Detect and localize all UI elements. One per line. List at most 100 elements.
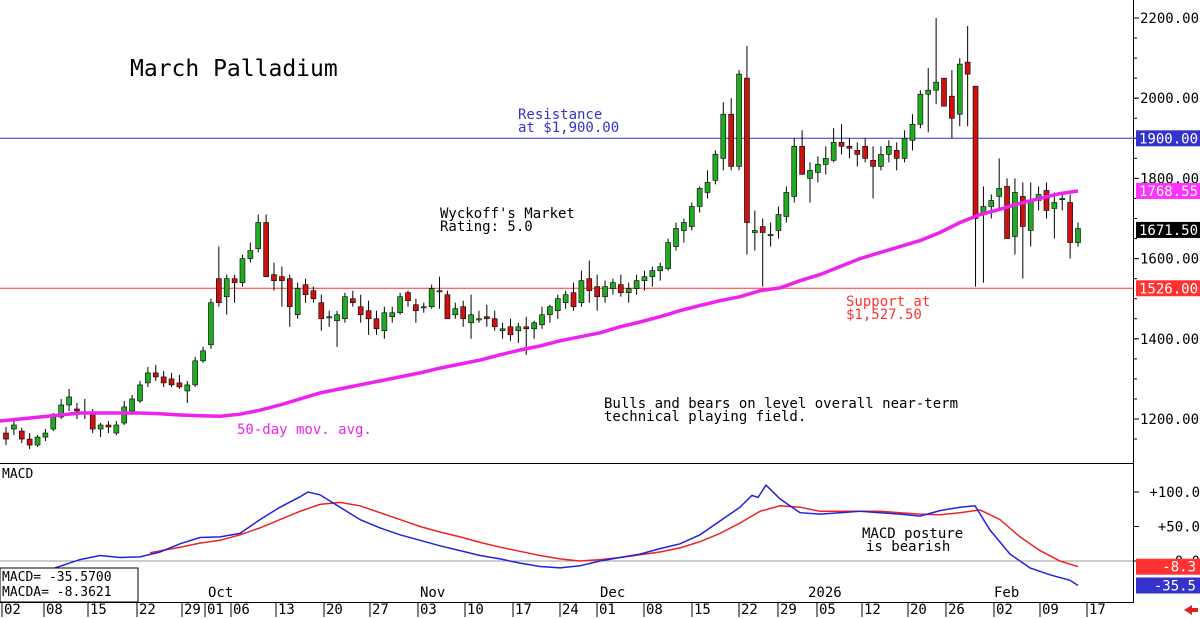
candle-body (476, 318, 482, 321)
candle (310, 286, 317, 303)
candle (350, 290, 356, 307)
x-day-label: 29 (780, 602, 797, 618)
candle (1020, 182, 1026, 279)
x-day-label: 01 (207, 602, 224, 618)
candle-body (365, 310, 372, 320)
candle-body (34, 436, 41, 446)
candle-body (18, 430, 25, 440)
candle-body (507, 326, 514, 336)
candle-body (949, 95, 955, 119)
candle-body (58, 404, 64, 418)
candle-body (452, 308, 459, 316)
x-month-label: Feb (994, 585, 1019, 601)
candle-body (720, 113, 727, 159)
candle (744, 46, 750, 255)
candle-body (184, 384, 191, 392)
x-day-label: 27 (372, 602, 389, 618)
candle (728, 98, 734, 171)
candle (231, 274, 238, 303)
candle-body (531, 322, 537, 330)
candle-body (854, 150, 861, 155)
candle-body (397, 296, 403, 314)
candle (389, 306, 396, 323)
candle-body (247, 250, 254, 259)
candle-body (499, 328, 506, 332)
candle-body (1020, 196, 1026, 227)
candle (1075, 222, 1081, 247)
macd-tag-label: -8.3 (1162, 560, 1196, 576)
x-day-label: 05 (819, 602, 836, 618)
candle-body (1051, 202, 1058, 209)
candle (499, 322, 506, 339)
candle (720, 102, 727, 171)
candle (886, 140, 892, 163)
candle (775, 206, 782, 239)
candle-body (1067, 202, 1073, 243)
macd-line (54, 483, 1079, 587)
candle (334, 310, 340, 347)
candle-body (145, 372, 151, 384)
candle (547, 304, 553, 323)
macd-annotation-1: MACD posture (862, 526, 963, 542)
candle (74, 402, 80, 419)
x-day-label: 20 (326, 602, 343, 618)
candle (610, 278, 616, 295)
x-axis: 02 08 15 22 29 01 06 13 20 27 03 10 17 24 01 08 15 22 29 05… (1, 585, 1106, 618)
x-day-label: 17 (1089, 602, 1106, 618)
x-month-label: Nov (420, 585, 445, 601)
candle-body (231, 278, 238, 283)
candle-body (586, 278, 593, 291)
candle (830, 128, 837, 163)
resistance-line-1: Resistance (518, 107, 602, 123)
candle (878, 146, 884, 171)
candle (996, 158, 1002, 211)
candle (255, 214, 262, 253)
candle-body (389, 312, 396, 318)
candle (476, 310, 482, 323)
candle-body (192, 360, 198, 386)
candle (342, 292, 348, 323)
candle (145, 366, 151, 387)
candle-body (444, 294, 451, 320)
candle-body (562, 294, 569, 304)
candle-body (807, 170, 813, 179)
ma-label: 50-day mov. avg. (237, 422, 372, 438)
candle (484, 304, 490, 327)
candle (105, 421, 112, 434)
candle (870, 146, 876, 199)
candle-body (160, 376, 167, 384)
support-annotation: Support at $1,527.50 (846, 294, 939, 323)
x-day-label: 29 (184, 602, 201, 618)
candle (26, 433, 33, 450)
candle (783, 186, 790, 223)
price-panel: March Palladium Resistance at $1,900.00 … (0, 18, 1134, 450)
candlesticks (3, 18, 1081, 450)
candle-body (468, 314, 474, 324)
candle (200, 346, 206, 363)
candle (3, 427, 9, 446)
ma50-line (0, 189, 1079, 423)
candle (531, 320, 537, 339)
candle-body (66, 396, 72, 406)
candle (972, 85, 979, 287)
candle-body (350, 298, 356, 304)
x-day-label: 12 (864, 602, 881, 618)
candle (318, 294, 325, 331)
candle-body (744, 77, 750, 223)
candle-body (846, 146, 853, 149)
price-tick-label: 1200.00 (1140, 412, 1199, 428)
candle-body (523, 326, 530, 330)
candle (428, 284, 435, 309)
x-day-label: 24 (562, 602, 579, 618)
candle-body (74, 408, 80, 412)
candle (373, 310, 380, 335)
price-tag (1136, 221, 1200, 238)
price-tag-label: 1526.00 (1139, 281, 1198, 297)
scroll-left-arrow-icon[interactable] (1184, 605, 1198, 615)
candle (988, 194, 995, 219)
price-axis: 2200.002000.001800.001600.001400.001200.… (1133, 11, 1200, 440)
candle-body (1004, 186, 1010, 239)
candle (925, 68, 932, 133)
candle-body (665, 242, 671, 269)
candle-body (878, 154, 884, 167)
